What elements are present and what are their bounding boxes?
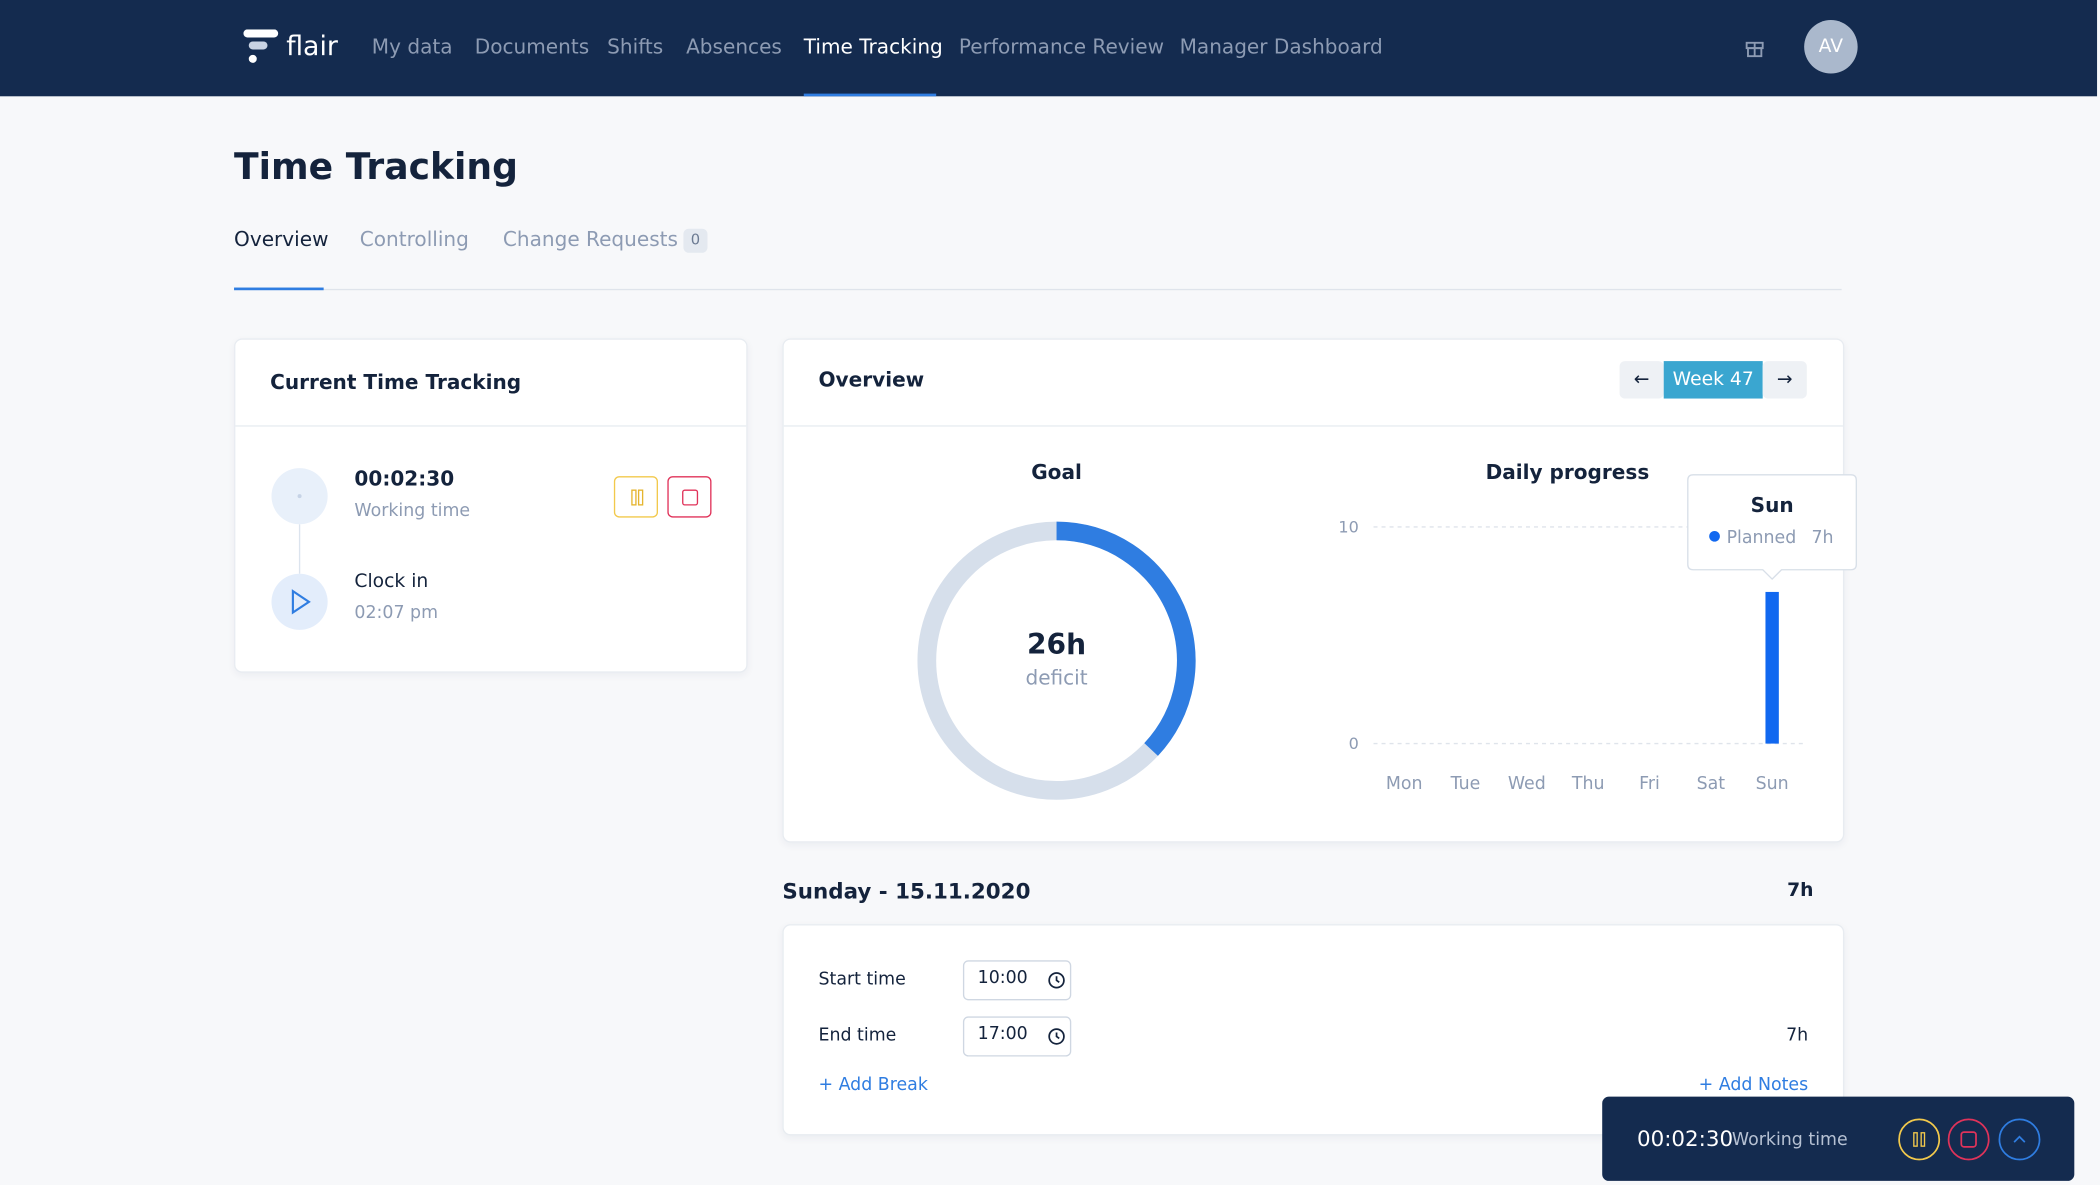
bottom-timer-label: Working time [1731,1130,1848,1151]
page-title: Time Tracking [234,147,518,189]
tab[interactable]: Controlling [359,227,469,252]
nav-item[interactable]: Absences [686,34,782,59]
gift-icon[interactable] [1744,36,1765,58]
timer: 00:02:30 [354,466,455,491]
card-title: Overview [818,367,925,392]
start-value: 10:00 [977,968,1028,989]
nav-active-underline [803,93,937,97]
clock-in-time: 02:07 pm [354,603,439,624]
divider [235,425,747,427]
avatar[interactable]: AV [1804,20,1858,74]
nav-item[interactable]: Manager Dashboard [1179,34,1383,59]
overview-card: Overview ← Week 47 → [782,338,1845,843]
start-input[interactable]: 10:00 [962,960,1072,1001]
clock-icons [1048,972,1065,1045]
day-title: Sunday - 15.11.2020 [782,878,1031,905]
week-label: Week 47 [1663,361,1763,399]
timeline [271,468,328,630]
tab[interactable]: Change Requests [502,227,678,252]
divider [783,425,1843,427]
stop-button[interactable] [667,476,712,518]
start-label: Start time [818,969,906,990]
avatar-initials: AV [1818,36,1844,58]
bottom-buttons[interactable] [1896,1117,2067,1162]
pause-button[interactable] [613,476,659,518]
nav-item[interactable]: Documents [474,34,590,59]
nav-item[interactable]: Performance Review [958,34,1164,59]
nav-item[interactable]: My data [371,34,453,59]
bottom-timer: 00:02:30 [1636,1126,1734,1152]
end-label: End time [818,1025,897,1046]
tab-active[interactable]: Overview [234,227,329,252]
nav-item[interactable]: Shifts [607,34,664,59]
add-break[interactable]: + Add Break [818,1075,928,1096]
add-notes[interactable]: + Add Notes [1698,1075,1809,1096]
current-tracking-card: Current Time Tracking 00:02:30 Working t… [234,338,748,673]
logo-text: flair [286,29,338,62]
logo-icon [243,29,279,63]
duration: 7h [1786,1025,1809,1046]
end-input[interactable]: 17:00 [962,1016,1072,1057]
bottom-timer-bar: 00:02:30 Working time [1602,1096,2075,1181]
clock-in-label: Clock in [354,571,429,593]
end-value: 17:00 [977,1024,1028,1045]
day-total: 7h [1787,880,1814,902]
tabs-divider [234,288,1842,291]
badge: 0 [683,228,708,253]
top-nav: flair My data Documents Shifts Absences … [0,0,2098,97]
tab-underline [234,287,324,291]
timer-label: Working time [354,501,471,522]
card-title: Current Time Tracking [270,370,522,395]
nav-item-active[interactable]: Time Tracking [803,34,943,59]
prev-week-button[interactable]: ← [1619,361,1664,399]
next-week-button[interactable]: → [1762,361,1807,399]
